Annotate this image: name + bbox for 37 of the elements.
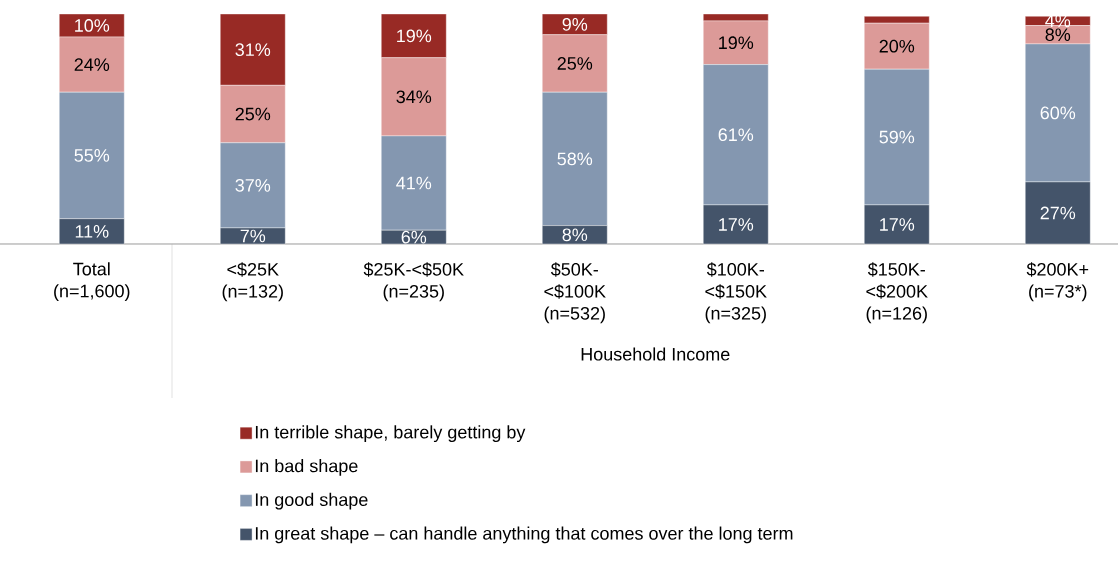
- data-label: 19%: [397, 29, 432, 43]
- x-tick-label: $25K-<$50K (n=235): [363, 262, 464, 302]
- legend-label: In good shape: [255, 492, 368, 510]
- data-label: 20%: [879, 39, 915, 53]
- data-label: 7%: [240, 229, 266, 243]
- x-tick-label: <$25K (n=132): [222, 262, 283, 302]
- data-label: 55%: [74, 149, 110, 162]
- data-label: 8%: [562, 228, 588, 242]
- data-label: 17%: [719, 218, 754, 231]
- data-label: 25%: [235, 107, 271, 121]
- data-label: 61%: [718, 128, 754, 142]
- data-label: 60%: [1040, 106, 1076, 120]
- data-label: 19%: [719, 36, 754, 50]
- data-label: 58%: [557, 152, 593, 166]
- data-label: 17%: [880, 218, 915, 231]
- data-label: 34%: [396, 90, 432, 104]
- text: Household Income: [581, 347, 730, 361]
- x-tick-label: $200K+ (n=73*): [1026, 262, 1089, 302]
- x-tick-label: $150K-<$200K (n=126): [866, 262, 928, 324]
- data-label: 59%: [879, 130, 915, 144]
- legend-label: In terrible shape, barely getting by: [255, 425, 526, 443]
- data-label: 27%: [1040, 206, 1076, 220]
- data-label: 10%: [75, 19, 110, 32]
- legend-label: In bad shape: [255, 459, 358, 476]
- data-label: 31%: [235, 43, 271, 57]
- data-label: 41%: [396, 176, 432, 190]
- data-label: 6%: [401, 230, 427, 244]
- x-tick-label: Total (n=1,600): [54, 262, 130, 301]
- data-label: 25%: [557, 57, 593, 70]
- x-tick-label: $100K-<$150K (n=325): [705, 262, 767, 324]
- legend-label: In great shape – can handle anything that comes over the long term: [255, 526, 793, 544]
- data-label: 37%: [235, 178, 271, 192]
- data-label: 8%: [1045, 28, 1071, 42]
- data-label: 11%: [75, 225, 109, 238]
- data-label: 9%: [562, 17, 588, 31]
- data-label: 24%: [74, 58, 110, 71]
- x-tick-label: $50K-<$100K (n=532): [544, 262, 606, 324]
